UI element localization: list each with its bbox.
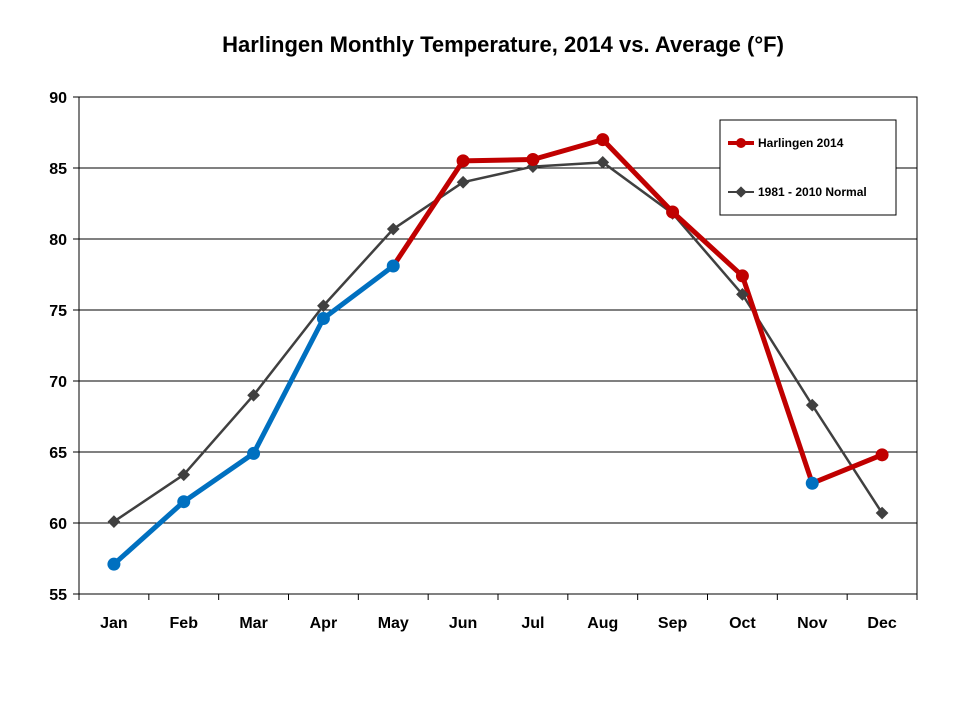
point-normal — [456, 175, 470, 189]
point-harlingen-2014 — [247, 446, 261, 460]
x-tick-label: Jan — [100, 615, 128, 632]
point-normal — [386, 222, 400, 236]
x-tick-label: Dec — [867, 615, 896, 632]
y-tick-label: 80 — [49, 232, 67, 249]
series-segment-harlingen-2014 — [739, 273, 815, 486]
series-segment-harlingen-2014 — [809, 452, 885, 486]
point-harlingen-2014 — [386, 259, 400, 273]
series-segment-harlingen-2014 — [181, 450, 257, 505]
point-harlingen-2014 — [526, 152, 540, 166]
y-tick-label: 75 — [49, 303, 67, 320]
legend-label-normal: 1981 - 2010 Normal — [758, 185, 867, 199]
point-harlingen-2014 — [107, 557, 121, 571]
point-harlingen-2014 — [316, 312, 330, 326]
series-segment-harlingen-2014 — [320, 263, 396, 322]
point-harlingen-2014 — [875, 448, 889, 462]
series-segment-harlingen-2014 — [530, 137, 606, 162]
point-harlingen-2014 — [596, 133, 610, 147]
point-harlingen-2014 — [666, 205, 680, 219]
point-normal — [177, 468, 191, 482]
legend-marker-normal — [735, 186, 747, 198]
series-segment-harlingen-2014 — [251, 316, 326, 456]
series-segment-harlingen-2014 — [111, 499, 187, 567]
series-lines — [111, 137, 885, 567]
y-tick-label: 55 — [49, 587, 67, 604]
series-segment-harlingen-2014 — [670, 209, 745, 279]
x-tick-label: Nov — [797, 615, 827, 632]
x-tick-label: Oct — [729, 615, 756, 632]
series-segment-harlingen-2014 — [390, 158, 466, 269]
x-tick-label: Mar — [239, 615, 267, 632]
y-tick-label: 70 — [49, 374, 67, 391]
legend-marker-harlingen-2014 — [736, 138, 746, 148]
y-tick-label: 90 — [49, 90, 67, 107]
x-tick-label: Apr — [310, 615, 338, 632]
point-harlingen-2014 — [456, 154, 470, 168]
point-harlingen-2014 — [805, 476, 819, 490]
chart-title: Harlingen Monthly Temperature, 2014 vs. … — [222, 32, 784, 57]
x-axis: Jan Feb Mar Apr May Jun Jul Aug Sep Oct Nov Dec — [78, 594, 918, 632]
x-tick-label: Jul — [521, 615, 544, 632]
y-axis: 55 60 65 70 75 80 85 90 — [49, 90, 79, 604]
x-tick-label: Aug — [587, 615, 618, 632]
y-tick-label: 85 — [49, 161, 67, 178]
point-normal — [317, 299, 330, 313]
x-tick-label: Jun — [449, 615, 477, 632]
point-harlingen-2014 — [177, 495, 191, 509]
x-tick-label: Sep — [658, 615, 688, 632]
y-tick-label: 60 — [49, 516, 67, 533]
legend: Harlingen 2014 1981 - 2010 Normal — [719, 119, 897, 216]
x-tick-label: Feb — [170, 615, 199, 632]
series-segment-harlingen-2014 — [460, 156, 536, 164]
legend-label-harlingen-2014: Harlingen 2014 — [758, 136, 844, 150]
legend-box — [719, 119, 897, 216]
point-harlingen-2014 — [735, 269, 749, 283]
x-tick-label: May — [378, 615, 409, 632]
y-tick-label: 65 — [49, 445, 67, 462]
series-segment-harlingen-2014 — [600, 137, 676, 215]
